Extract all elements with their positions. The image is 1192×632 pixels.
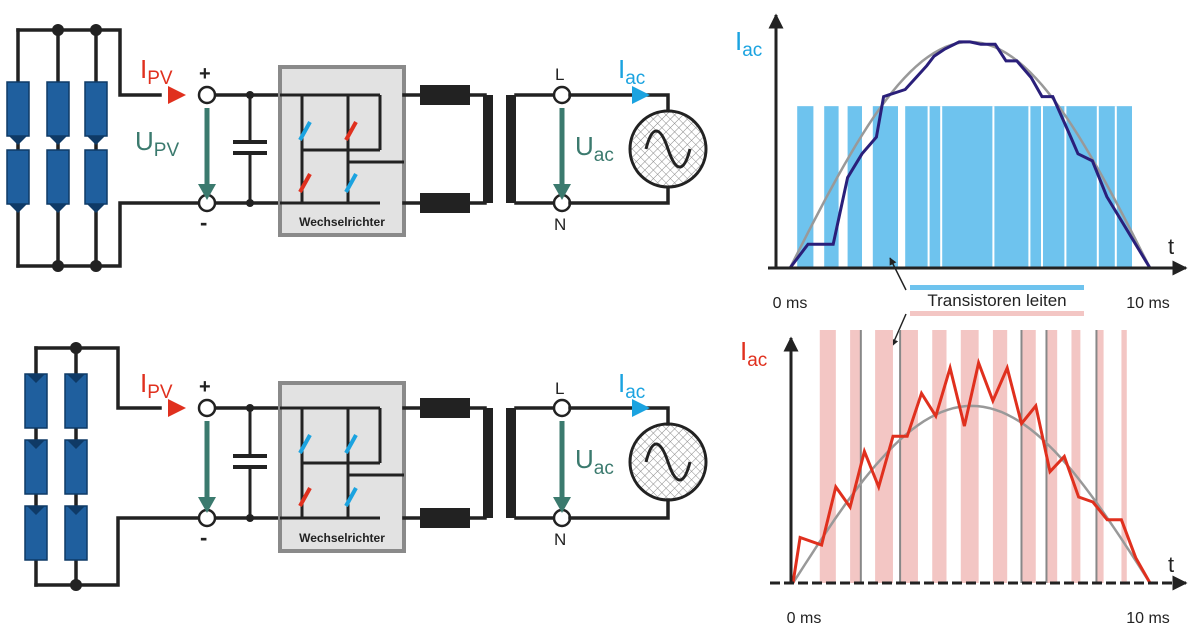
transformer <box>483 95 516 203</box>
pulse-bar <box>1021 330 1036 583</box>
ac-current-arrow <box>632 399 650 417</box>
pv-module <box>46 149 70 213</box>
pv-current-arrow <box>168 399 186 417</box>
dc-link-capacitor <box>233 91 267 207</box>
pulse-bar <box>1096 330 1104 583</box>
pv-module <box>84 149 108 213</box>
legend-pointer-top <box>889 257 907 291</box>
conduction-bars <box>797 106 1132 268</box>
pv-module <box>64 505 88 561</box>
pv-current-arrow <box>168 86 186 104</box>
dc-plus-terminal <box>197 398 217 418</box>
inverter-box: Wechselrichter <box>278 65 406 237</box>
conduction-bar <box>905 106 1132 268</box>
x-axis-label: t <box>1168 234 1174 259</box>
x-end-label: 10 ms <box>1126 610 1170 627</box>
ac-current-arrow <box>632 86 650 104</box>
pv-array-wiring <box>34 342 202 591</box>
plus-terminal-label: + <box>199 376 211 398</box>
pulse-bar <box>1071 330 1081 583</box>
pulse-bar <box>992 330 1008 583</box>
ac-current-curve <box>788 40 1152 269</box>
pulse-bar <box>960 330 979 583</box>
conduction-gap <box>1096 106 1099 268</box>
pv-module <box>24 505 48 561</box>
pv-module <box>24 373 48 429</box>
line-l-terminal <box>552 85 572 105</box>
conduction-gap <box>1041 106 1043 268</box>
legend-swatch-pink <box>910 311 1084 316</box>
conduction-bar <box>847 106 862 268</box>
y-axis-label: Iac <box>740 336 767 371</box>
dc-plus-terminal <box>197 85 217 105</box>
conduction-gap <box>1114 106 1117 268</box>
x-start-label: 0 ms <box>787 610 822 627</box>
choke-top <box>420 398 470 418</box>
choke-bottom <box>420 193 470 213</box>
legend-text: Transistoren leiten <box>927 291 1066 310</box>
line-l-label: L <box>555 65 564 84</box>
top-circuit: IPV + - UPV Wechselrichter <box>6 24 708 272</box>
pv-voltage-label: UPV <box>135 126 179 161</box>
conduction-gap <box>1064 106 1067 268</box>
minus-terminal-label: - <box>200 525 207 550</box>
choke-bottom <box>420 508 470 528</box>
pulse-bar <box>1046 330 1058 583</box>
pv-current-label: IPV <box>140 368 173 403</box>
chart-bottom: Iac t 0 ms 10 ms <box>740 330 1188 627</box>
choke-top <box>420 85 470 105</box>
grid-source-icon <box>628 109 708 189</box>
pulse-lines <box>859 330 1098 583</box>
plus-terminal-label: + <box>199 63 211 85</box>
pv-module <box>64 439 88 495</box>
pulse-bar <box>1121 330 1127 583</box>
grid-source-icon <box>628 422 708 502</box>
conduction-gap <box>927 106 930 268</box>
pv-module-grid-top <box>6 81 108 213</box>
legend-swatch-blue <box>910 285 1084 290</box>
transformer <box>483 408 516 518</box>
conduction-gap <box>1028 106 1031 268</box>
chart-top: Iac t 0 ms 10 ms <box>735 13 1188 312</box>
pv-array-wiring <box>16 24 202 272</box>
x-end-label: 10 ms <box>1126 295 1170 312</box>
pv-module <box>6 149 30 213</box>
y-axis-label: Iac <box>735 26 762 61</box>
pv-module <box>46 81 70 145</box>
pv-current-label: IPV <box>140 54 173 89</box>
line-n-label: N <box>554 530 566 549</box>
pulse-bar <box>900 330 918 583</box>
pulse-bar <box>932 330 947 583</box>
inverter-label: Wechselrichter <box>299 215 385 229</box>
pv-module <box>24 439 48 495</box>
ac-current-curve <box>791 357 1152 584</box>
line-n-label: N <box>554 215 566 234</box>
minus-terminal-label: - <box>200 210 207 235</box>
ac-current-label: Iac <box>618 54 645 89</box>
ac-voltage-label: Uac <box>575 131 614 166</box>
conduction-gap <box>992 106 995 268</box>
x-start-label: 0 ms <box>773 295 808 312</box>
ac-current-label: Iac <box>618 368 645 403</box>
pulse-bar <box>819 330 836 583</box>
pv-module-grid-bottom <box>24 373 88 561</box>
conduction-gap <box>940 106 943 268</box>
pv-module <box>64 373 88 429</box>
inverter-label: Wechselrichter <box>299 531 385 545</box>
pv-module <box>84 81 108 145</box>
pv-module <box>6 81 30 145</box>
bottom-circuit: IPV + - Wechselrichter <box>24 342 708 591</box>
line-l-terminal <box>552 398 572 418</box>
legend-pointer-bottom <box>891 313 907 347</box>
ac-voltage-label: Uac <box>575 444 614 479</box>
pulse-bar <box>850 330 861 583</box>
line-l-label: L <box>555 379 564 398</box>
x-axis-label: t <box>1168 552 1174 577</box>
inverter-box: Wechselrichter <box>278 381 406 553</box>
dc-link-capacitor <box>233 404 267 522</box>
legend-transistors-conduct: Transistoren leiten <box>889 257 1084 347</box>
